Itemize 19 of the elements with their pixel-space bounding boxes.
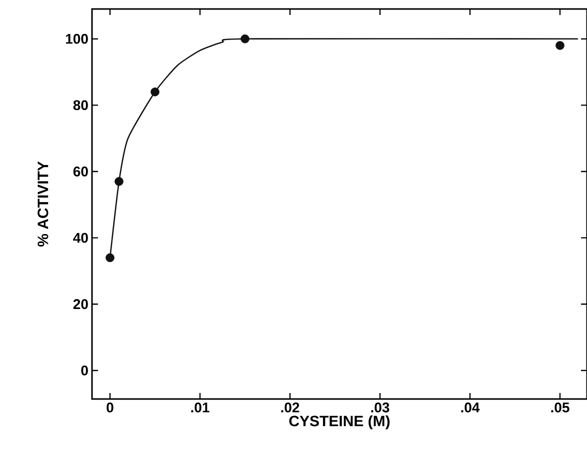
- y-tick-label: 40: [73, 232, 88, 243]
- point: [114, 177, 124, 186]
- y-axis-title: % ACTIVITY: [38, 161, 48, 247]
- x-tick-label: 0: [106, 402, 114, 412]
- x-tick-label: .04: [461, 402, 480, 412]
- point: [150, 88, 160, 96]
- point: [240, 34, 250, 44]
- x-axis-title: CYSTEINE (M): [289, 415, 390, 430]
- y-tick-label: 100: [66, 34, 88, 44]
- point: [556, 41, 564, 50]
- y-tick-label: 20: [73, 299, 88, 310]
- x-tick-label: .02: [281, 402, 300, 412]
- point: [106, 253, 114, 262]
- y-tick-label: 80: [73, 100, 88, 110]
- y-tick-label: 0: [81, 366, 88, 376]
- x-tick-label: .03: [371, 402, 390, 412]
- x-tick-label: .01: [191, 402, 210, 412]
- x-tick-label: .05: [551, 402, 570, 412]
- y-tick-label: 60: [73, 166, 88, 176]
